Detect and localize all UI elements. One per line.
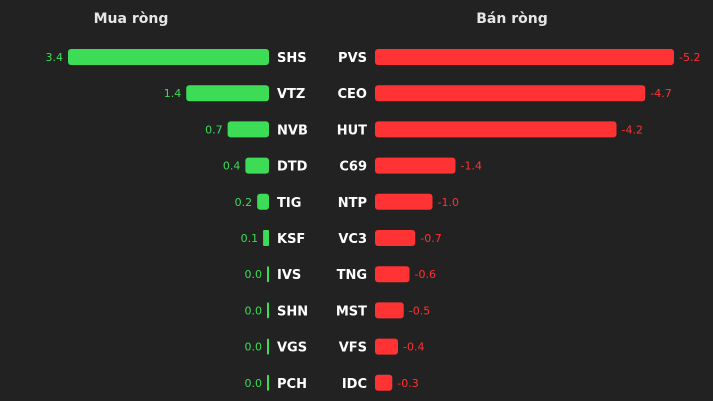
sell-value-label: -0.6 (415, 268, 436, 281)
sell-tick-label: VC3 (338, 232, 367, 247)
sell-value-label: -0.7 (420, 232, 441, 245)
sell-bar-hut (375, 121, 617, 138)
sell-value-label: -5.2 (679, 51, 700, 64)
sell-bar-mst (375, 302, 404, 319)
buy-tick-label: VTZ (277, 87, 305, 102)
buy-chart-title: Mua ròng (94, 11, 169, 27)
sell-bar-idc (375, 374, 393, 391)
buy-tick-label: SHN (277, 304, 308, 319)
sell-bar-vc3 (375, 230, 416, 246)
sell-value-label: -1.0 (438, 196, 459, 209)
buy-bar-nvb (227, 121, 269, 138)
sell-value-label: -0.3 (397, 377, 418, 390)
sell-tick-label: IDC (342, 377, 367, 392)
buy-value-label: 1.4 (164, 87, 182, 100)
sell-value-label: -4.7 (650, 87, 671, 100)
buy-tick-label: SHS (277, 51, 307, 66)
sell-bar-tng (375, 266, 410, 283)
buy-bar-shs (68, 49, 269, 65)
buy-bar-ksf (263, 230, 269, 246)
buy-bar-tig (257, 193, 269, 210)
buy-tick-label: IVS (277, 268, 301, 283)
buy-bar-ivs (267, 266, 269, 283)
sell-bars-group: PVS -5.2 CEO -4.7 HUT -4.2 C69 -1.4 NTP -1.0 VC3 -0… (336, 49, 700, 392)
buy-value-label: 3.4 (46, 51, 64, 64)
buy-tick-label: TIG (277, 196, 301, 211)
sell-tick-label: VFS (339, 341, 367, 356)
buy-tick-label: KSF (277, 232, 305, 247)
sell-bar-vfs (375, 338, 398, 355)
buy-value-label: 0.0 (245, 377, 263, 390)
sell-tick-label: C69 (339, 160, 367, 175)
sell-bar-ceo (375, 85, 646, 102)
buy-tick-label: NVB (277, 123, 308, 138)
sell-tick-label: HUT (337, 123, 367, 138)
buy-tick-label: VGS (277, 341, 307, 356)
sell-tick-label: TNG (337, 268, 367, 283)
buy-bar-pch (267, 374, 269, 391)
sell-value-label: -0.5 (409, 304, 430, 317)
buy-value-label: 0.0 (245, 268, 263, 281)
buy-bar-dtd (245, 157, 269, 174)
sell-tick-label: CEO (338, 87, 367, 102)
buy-value-label: 0.0 (245, 304, 263, 317)
buy-value-label: 0.4 (223, 160, 241, 173)
buy-value-label: 0.1 (241, 232, 259, 245)
sell-bar-ntp (375, 193, 433, 210)
sell-tick-label: PVS (338, 51, 367, 66)
sell-value-label: -1.4 (461, 160, 482, 173)
sell-bar-pvs (375, 49, 674, 65)
buy-value-label: 0.7 (205, 123, 223, 136)
buy-value-label: 0.0 (245, 341, 263, 354)
buy-bar-vtz (186, 85, 269, 102)
buy-bars-group: 3.4 SHS 1.4 VTZ 0.7 NVB 0.4 DTD 0.2 TIG 0.1 KSF 0.0 I… (46, 49, 308, 392)
sell-tick-label: MST (336, 304, 367, 319)
buy-bar-shn (267, 302, 269, 319)
sell-bar-c69 (375, 157, 456, 174)
sell-chart-title: Bán ròng (476, 11, 547, 27)
sell-tick-label: NTP (338, 196, 367, 211)
sell-value-label: -0.4 (403, 341, 424, 354)
buy-bar-vgs (267, 338, 269, 355)
sell-value-label: -4.2 (622, 123, 643, 136)
buy-tick-label: PCH (277, 377, 307, 392)
buy-tick-label: DTD (277, 160, 308, 175)
buy-value-label: 0.2 (235, 196, 253, 209)
